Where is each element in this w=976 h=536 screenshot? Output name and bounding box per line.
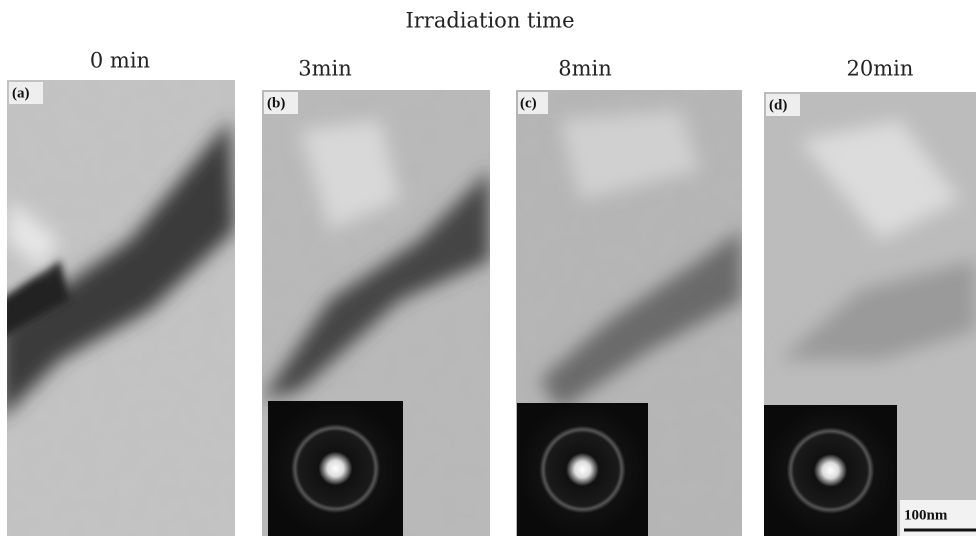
- panel-time: 8min: [558, 57, 612, 81]
- panel-time: 0 min: [90, 49, 150, 73]
- panel-label: (c): [520, 95, 537, 111]
- scale-bar-label: 100nm: [904, 507, 948, 523]
- panel-time: 20min: [847, 57, 914, 81]
- panel-label: (a): [12, 85, 30, 101]
- micrograph: [516, 90, 742, 536]
- panel-label: (b): [267, 95, 285, 111]
- header-title: Irradiation time: [405, 9, 574, 33]
- panel-label: (d): [769, 97, 787, 113]
- micrograph: [764, 92, 976, 536]
- figure: Irradiation time 0 min (a) 3min (b) 8min…: [0, 0, 976, 536]
- micrograph: [0, 80, 235, 536]
- micrograph: [262, 90, 490, 536]
- panel-time: 3min: [298, 57, 352, 81]
